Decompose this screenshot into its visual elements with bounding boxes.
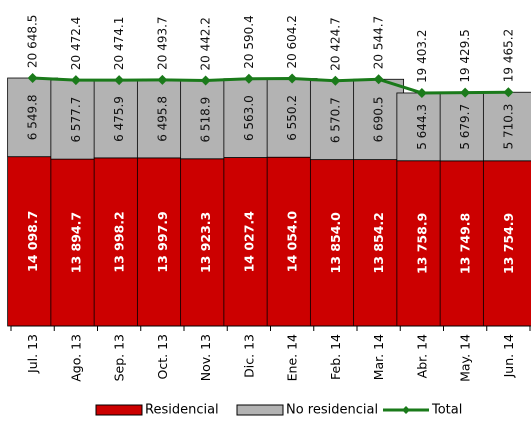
total-point [200,75,211,86]
label-total: 19 403.2 [415,30,429,83]
total-point [503,87,514,98]
label-residencial: 14 027.4 [241,211,256,273]
label-total: 20 472.4 [69,17,83,70]
total-point [27,73,38,84]
label-no-residencial: 6 518.9 [199,97,213,143]
x-tick-label: Ago. 13 [68,334,83,382]
total-point [416,87,427,98]
bar-no-residencial [93,79,145,159]
label-no-residencial: 6 550.2 [285,95,299,141]
legend-residencial-swatch [95,404,143,416]
label-no-residencial: 6 475.9 [112,96,126,142]
total-point [287,73,298,84]
x-tick-label: Abr. 14 [414,334,429,378]
label-residencial: 13 997.9 [155,211,170,272]
legend-no-residencial: No residencial [236,403,378,418]
label-total: 20 493.7 [155,16,169,69]
total-line-layer [27,73,514,98]
bar-no-residencial [50,79,102,160]
bar-no-residencial [396,92,448,162]
bars-layer [7,77,531,327]
label-no-residencial: 5 644.3 [415,104,429,150]
label-residencial: 13 894.7 [68,212,83,273]
bar-no-residencial [136,79,188,159]
legend-residencial-label: Residencial [145,403,219,418]
total-point [70,75,81,86]
label-total: 20 442.2 [199,17,213,70]
label-no-residencial: 6 570.7 [328,97,342,143]
x-tick-label: Ene. 14 [285,334,300,381]
x-tick-label: Feb. 14 [328,334,343,380]
label-total: 20 590.4 [242,15,256,68]
label-residencial: 13 754.9 [501,213,516,274]
bar-residencial [7,156,59,327]
value-labels-layer: 14 098.7 6 549.8 20 648.5 13 894.7 6 577.7 20… [25,15,516,275]
x-tick-label: Dic. 13 [241,334,256,378]
legend-total-label: Total [431,403,462,418]
bar-no-residencial [309,80,361,161]
label-total: 19 465.2 [501,29,515,82]
bar-residencial [93,157,145,327]
total-point [330,75,341,86]
total-point [460,87,471,98]
x-axis: Jul. 13 Ago. 13 Sep. 13 Oct. 13 Nov. 13 Dic. … [10,325,531,382]
label-no-residencial: 6 577.7 [69,97,83,143]
label-total: 20 544.7 [372,16,386,69]
x-tick-label: Jul. 13 [25,334,40,374]
x-tick-label: Mar. 14 [371,334,386,380]
bar-no-residencial [353,78,405,161]
legend-residencial: Residencial [95,403,219,418]
x-tick-label: Oct. 13 [155,334,170,379]
label-residencial: 13 923.3 [198,212,213,273]
x-tick-label: May. 14 [458,334,473,382]
bar-no-residencial [223,78,275,158]
label-residencial: 14 054.0 [285,211,300,273]
label-total: 20 474.1 [112,17,126,70]
label-no-residencial: 6 563.0 [242,95,256,141]
legend-no-residencial-swatch [236,404,284,416]
x-tick-label: Sep. 13 [112,334,127,381]
x-tick-label: Nov. 13 [198,334,213,381]
legend-total-marker [402,406,410,414]
label-no-residencial: 5 710.3 [501,104,515,150]
legend-no-residencial-label: No residencial [286,403,378,418]
bar-residencial [439,160,491,327]
label-total: 19 429.5 [458,29,472,82]
total-point [243,73,254,84]
label-no-residencial: 6 549.8 [26,94,40,140]
label-total: 20 648.5 [26,15,40,68]
bar-residencial [482,160,531,327]
label-residencial: 14 098.7 [25,211,40,272]
label-residencial: 13 758.9 [414,213,429,274]
bar-residencial [353,159,405,327]
x-tick-label: Jun. 14 [501,334,516,378]
legend-total: Total [383,403,462,418]
bar-residencial [309,159,361,327]
total-point [114,75,125,86]
label-no-residencial: 6 690.5 [372,97,386,143]
bar-residencial [266,156,318,327]
legend: Residencial No residencial Total [95,403,462,418]
total-point [157,74,168,85]
label-no-residencial: 6 495.8 [155,96,169,142]
label-total: 20 604.2 [285,15,299,68]
bar-no-residencial [7,77,59,158]
label-residencial: 13 749.8 [458,213,473,274]
bar-residencial [396,160,448,327]
label-residencial: 13 998.2 [112,211,127,272]
total-line [32,76,509,95]
total-point [373,74,384,85]
label-residencial: 13 854.0 [328,212,343,274]
bar-no-residencial [180,80,232,160]
label-total: 20 424.7 [328,17,342,70]
label-no-residencial: 5 679.7 [458,104,472,150]
label-residencial: 13 854.2 [371,212,386,273]
